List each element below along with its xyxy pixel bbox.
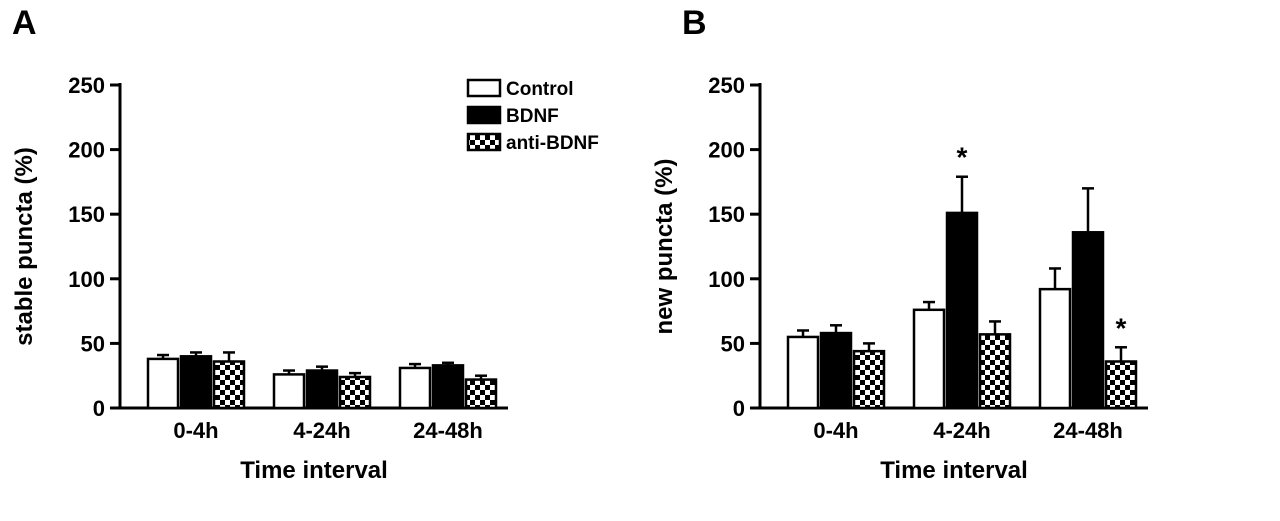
x-category-label: 24-48h [413, 418, 483, 443]
legend-swatch-BDNF [466, 105, 502, 125]
bar-Control-0-4h [786, 335, 820, 410]
panel-b-label: B [682, 4, 707, 42]
x-category-label: 0-4h [813, 418, 858, 443]
y-axis-title: new puncta (%) [651, 158, 678, 334]
significance-star: * [957, 142, 968, 173]
panel-b: B 0 50 100 150 200 250 0-4h 4-24h 24-48h Time int… [640, 0, 1280, 521]
legend-swatch-Control [466, 78, 502, 98]
y-tick-label: 250 [708, 73, 745, 98]
bar-Control-4-24h [912, 308, 946, 410]
bar-Control-0-4h [146, 357, 180, 410]
bar-anti-BDNF-4-24h [338, 375, 372, 410]
legend-swatch-anti-BDNF [466, 132, 502, 152]
bar-Control-4-24h [272, 373, 306, 410]
legend-label: anti-BDNF [506, 133, 599, 154]
bar-BDNF-0-4h [819, 331, 853, 410]
bar-BDNF-24-48h [431, 364, 465, 410]
bar-BDNF-0-4h [179, 355, 213, 410]
x-axis-title: Time interval [240, 457, 388, 484]
bar-anti-BDNF-24-48h [1104, 360, 1138, 410]
bar-anti-BDNF-24-48h [464, 378, 498, 410]
y-tick-label: 100 [68, 267, 105, 292]
panel-a-label: A [12, 4, 37, 42]
bar-Control-24-48h [1038, 287, 1072, 410]
legend-label: BDNF [506, 106, 559, 127]
x-category-label: 0-4h [173, 418, 218, 443]
y-tick-label: 50 [721, 331, 745, 356]
bar-Control-24-48h [398, 366, 432, 410]
bar-anti-BDNF-0-4h [852, 349, 886, 410]
bar-BDNF-4-24h [305, 369, 339, 410]
y-tick-label: 100 [708, 267, 745, 292]
significance-star: * [1116, 312, 1127, 343]
x-axis-title: Time interval [880, 457, 1028, 484]
x-category-label: 4-24h [293, 418, 350, 443]
x-category-label: 24-48h [1053, 418, 1123, 443]
y-tick-label: 200 [708, 138, 745, 163]
y-tick-label: 200 [68, 138, 105, 163]
bar-anti-BDNF-0-4h [212, 360, 246, 410]
y-tick-label: 0 [93, 396, 105, 421]
y-tick-label: 150 [68, 202, 105, 227]
bar-anti-BDNF-4-24h [978, 333, 1012, 410]
y-tick-label: 250 [68, 73, 105, 98]
bar-BDNF-24-48h [1071, 231, 1105, 410]
y-tick-label: 0 [733, 396, 745, 421]
y-tick-label: 150 [708, 202, 745, 227]
y-tick-label: 50 [81, 331, 105, 356]
bar-BDNF-4-24h [945, 211, 979, 410]
panel-a: A 0 50 100 150 200 250 0-4h 4-24h 24-48h Time int… [11, 4, 599, 484]
bar-chart-stable-puncta: 0 50 100 150 200 250 0-4h 4-24h 24-48h Time inter… [11, 73, 599, 484]
y-axis-title: stable puncta (%) [11, 147, 38, 346]
bar-chart-new-puncta: 0 50 100 150 200 250 0-4h 4-24h 24-48h Time inter… [651, 73, 1148, 484]
x-category-label: 4-24h [933, 418, 990, 443]
legend-label: Control [506, 79, 574, 100]
